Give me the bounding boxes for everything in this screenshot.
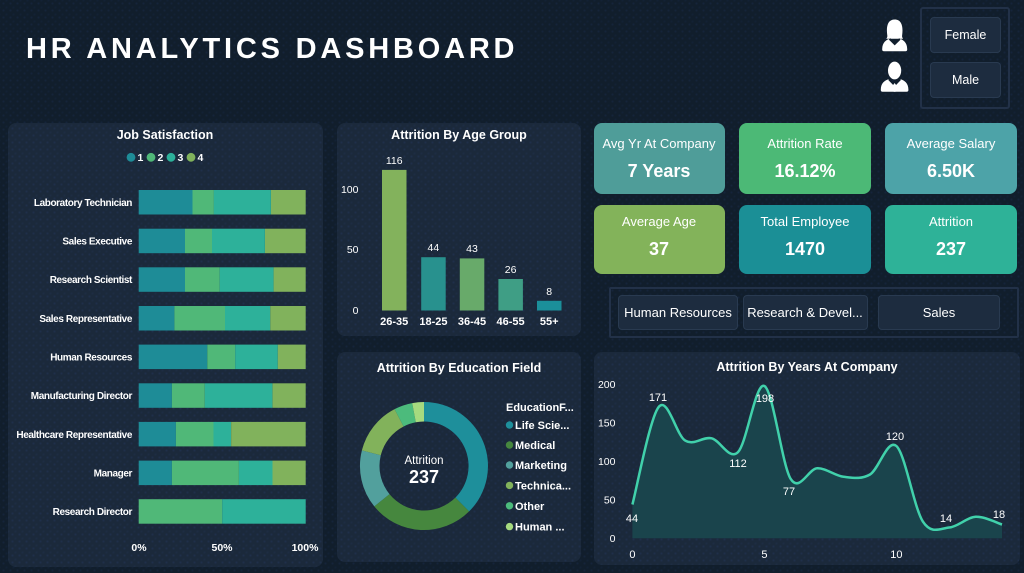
svg-text:Research Director: Research Director [53,507,133,518]
svg-text:43: 43 [466,243,478,255]
svg-text:100: 100 [341,184,359,196]
svg-text:Sales Executive: Sales Executive [62,237,132,248]
svg-text:Medical: Medical [515,440,555,452]
svg-text:36-45: 36-45 [458,316,486,328]
svg-text:50: 50 [347,244,359,256]
svg-text:Manufacturing Director: Manufacturing Director [31,391,133,402]
svg-text:4: 4 [198,152,204,164]
svg-text:Attrition By Years At Company: Attrition By Years At Company [716,360,897,374]
svg-text:77: 77 [783,486,795,498]
svg-text:Attrition By Age Group: Attrition By Age Group [391,128,527,142]
svg-text:0%: 0% [131,542,147,554]
svg-text:50: 50 [604,495,616,507]
svg-text:Manager: Manager [94,469,133,480]
svg-text:26-35: 26-35 [380,316,408,328]
svg-text:26: 26 [505,264,517,276]
svg-text:44: 44 [626,513,638,525]
svg-text:Sales Representative: Sales Representative [39,314,132,325]
svg-text:18-25: 18-25 [419,316,447,328]
svg-text:Life Scie...: Life Scie... [515,420,569,432]
svg-text:Human Resources: Human Resources [50,353,133,364]
svg-text:200: 200 [598,379,616,391]
svg-text:8: 8 [546,286,552,298]
svg-text:14: 14 [940,513,952,525]
svg-text:10: 10 [890,549,902,561]
svg-text:0: 0 [629,549,635,561]
svg-text:120: 120 [886,431,904,443]
svg-text:171: 171 [649,392,667,404]
svg-text:Laboratory Technician: Laboratory Technician [34,198,132,209]
svg-text:112: 112 [729,458,747,470]
svg-text:3: 3 [178,152,184,164]
svg-text:EducationF...: EducationF... [506,402,574,414]
svg-text:Healthcare Representative: Healthcare Representative [16,430,132,441]
svg-text:237: 237 [409,467,439,487]
svg-text:150: 150 [598,418,616,430]
svg-text:Attrition By Education Field: Attrition By Education Field [377,361,542,375]
svg-text:55+: 55+ [540,316,559,328]
svg-text:18: 18 [993,509,1005,521]
svg-text:5: 5 [761,549,767,561]
svg-text:Other: Other [515,501,545,513]
svg-text:46-55: 46-55 [497,316,525,328]
svg-text:Marketing: Marketing [515,460,567,472]
svg-text:Technica...: Technica... [515,480,571,492]
svg-text:Human ...: Human ... [515,522,565,534]
svg-text:44: 44 [428,242,440,254]
svg-text:0: 0 [353,305,359,317]
svg-text:198: 198 [756,393,774,405]
svg-text:Job Satisfaction: Job Satisfaction [117,128,214,142]
svg-text:100%: 100% [292,542,320,554]
svg-text:1: 1 [138,152,144,164]
svg-text:Research Scientist: Research Scientist [50,275,133,286]
svg-text:100: 100 [598,456,616,468]
svg-text:116: 116 [386,155,403,167]
svg-text:50%: 50% [211,542,233,554]
svg-text:Attrition: Attrition [405,455,444,467]
svg-text:0: 0 [610,533,616,545]
svg-text:2: 2 [158,152,164,164]
